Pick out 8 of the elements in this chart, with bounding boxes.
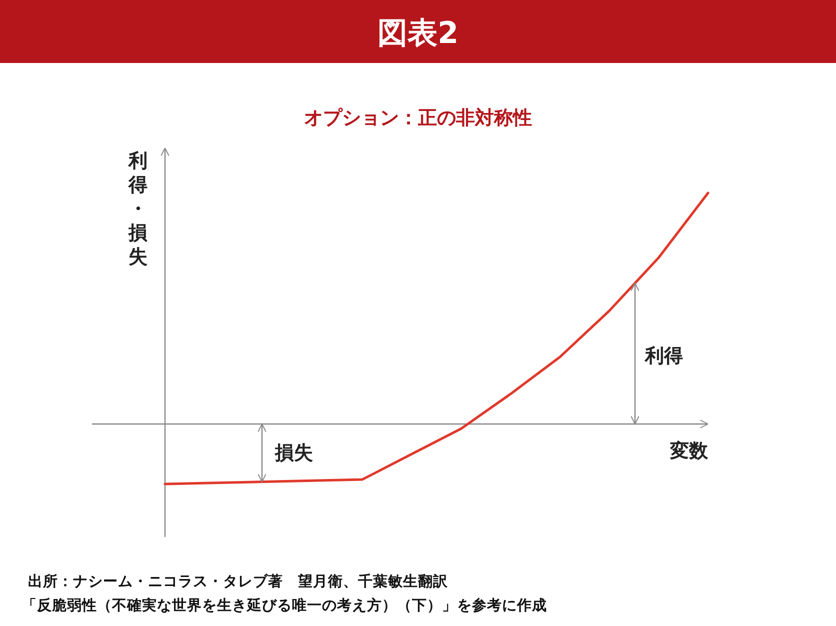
annotation: 損失 (274, 442, 313, 464)
text: 出所：ナシーム・ニコラス・タレブ著 望月衛、千葉敏生翻訳 (28, 573, 449, 590)
text: 「反脆弱性（不確実な世界を生き延びる唯一の考え方）（下）」を参考に作成 (22, 596, 547, 614)
x-axis-title: 変数 (669, 440, 709, 462)
y-axis-title: 利得・損失 (128, 150, 148, 268)
annotation: 利得 (644, 345, 683, 367)
chart-subtitle: オプション：正の非対称性 (304, 107, 532, 129)
chart-title: 図表2 (378, 16, 458, 51)
